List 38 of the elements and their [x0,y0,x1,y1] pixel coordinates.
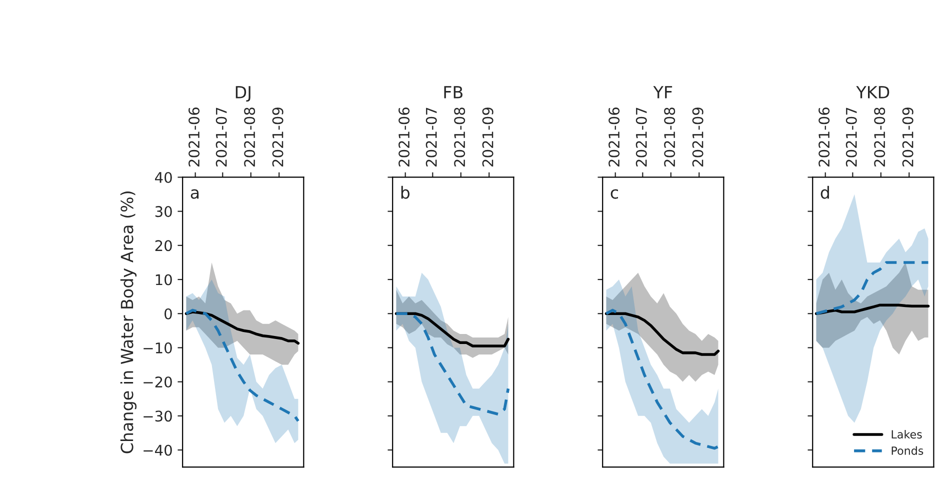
legend-label: Lakes [892,430,922,439]
x-tick-label: 2021-09 [272,108,284,166]
line-series [184,310,300,345]
x-tick-label: 2021-06 [608,107,620,166]
line-series [184,308,300,422]
chart-title: YKD [856,86,890,98]
x-tick-label: 2021-08 [874,108,886,166]
x-tick-label: 2021-08 [454,108,466,166]
annotation: c [610,189,618,199]
annotation: a [190,189,199,199]
y-tick-label: −30 [144,410,172,422]
chart-title: YF [653,86,672,98]
chart-title: FB [444,86,462,98]
x-tick-label: 2021-07 [846,108,857,166]
x-tick-label: 2021-06 [398,107,410,166]
y-tick-label: 30 [155,206,172,218]
x-tick-label: 2021-09 [482,108,494,166]
x-tick-label: 2021-06 [818,107,830,166]
x-tick-label: 2021-07 [636,108,647,166]
x-tick-label: 2021-08 [244,108,256,166]
x-tick-label: 2021-07 [216,108,227,166]
legend-label: Ponds [892,446,924,455]
y-tick-label: 40 [155,172,172,183]
chart-title: DJ [236,86,250,102]
y-axis-title: Change in Water Body Area (%) [120,192,137,454]
y-tick-label: 0 [164,308,172,320]
y-tick-label: 20 [155,240,172,252]
annotation: b [401,186,410,199]
y-tick-label: −10 [144,342,172,354]
x-tick-label: 2021-08 [664,108,676,166]
y-tick-label: 10 [156,274,172,286]
x-tick-label: 2021-07 [426,108,437,166]
x-tick-label: 2021-09 [692,108,704,166]
x-tick-label: 2021-06 [188,107,200,166]
annotation: d [820,186,829,199]
x-tick-label: 2021-09 [902,108,914,166]
y-tick-label: −40 [144,444,172,456]
y-tick-label: −20 [144,376,172,388]
